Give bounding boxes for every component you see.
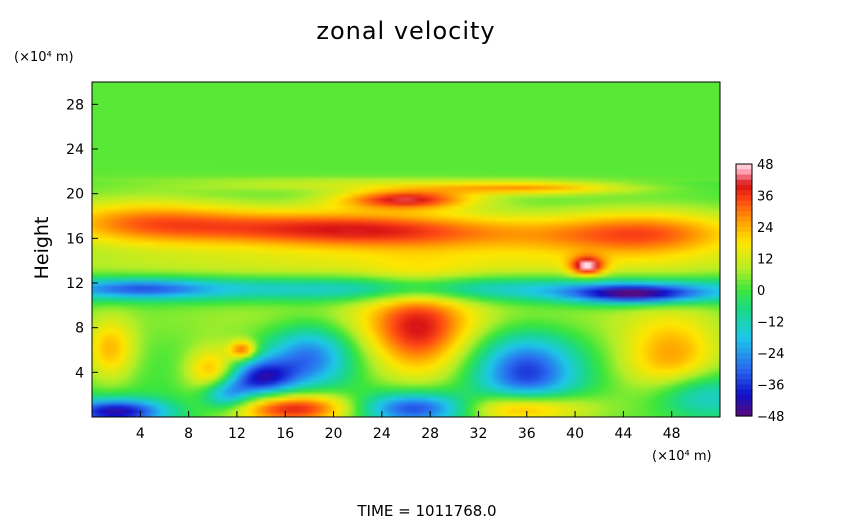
colorbar-segment — [736, 284, 752, 291]
x-tick-label: 16 — [276, 426, 294, 442]
y-axis-label: Height — [31, 217, 53, 280]
heatmap-field — [92, 82, 720, 417]
colorbar-segment — [736, 379, 752, 386]
colorbar-segment — [736, 405, 752, 412]
colorbar-segment — [736, 300, 752, 307]
colorbar-tick-label: 24 — [757, 221, 774, 236]
colorbar-segment — [736, 211, 752, 218]
colorbar-segment — [736, 384, 752, 391]
colorbar-tick-label: −48 — [757, 410, 784, 425]
y-tick-label: 28 — [66, 97, 84, 113]
x-axis: 4 8 12 16 20 24 28 32 36 40 44 48 — [136, 411, 681, 442]
x-tick-label: 8 — [184, 426, 193, 442]
colorbar-segment — [736, 326, 752, 333]
y-axis: 4 8 12 16 20 24 28 — [66, 97, 98, 381]
colorbar-segment — [736, 279, 752, 286]
colorbar-segment — [736, 216, 752, 223]
colorbar-segment — [736, 258, 752, 265]
colorbar-segment — [736, 185, 752, 191]
colorbar: 48 36 24 12 0 −12 −24 −36 −48 — [735, 158, 784, 425]
colorbar-segment — [736, 316, 752, 323]
colorbar-segment — [736, 363, 752, 370]
colorbar-segment — [736, 410, 752, 417]
x-tick-label: 12 — [228, 426, 246, 442]
colorbar-segment — [736, 179, 752, 186]
x-tick-label: 44 — [614, 426, 632, 442]
heatmap-image — [92, 82, 720, 417]
colorbar-tick-label: 48 — [757, 158, 774, 173]
colorbar-segment — [736, 295, 752, 302]
colorbar-segment — [736, 305, 752, 312]
colorbar-segment — [736, 347, 752, 354]
colorbar-tick-label: 0 — [757, 284, 765, 299]
colorbar-segment — [736, 368, 752, 375]
y-tick-label: 4 — [75, 365, 84, 381]
colorbar-segment — [736, 174, 752, 181]
y-tick-label: 12 — [66, 276, 84, 292]
chart-title: zonal velocity — [316, 17, 495, 45]
colorbar-segment — [736, 332, 752, 338]
colorbar-tick-label: −12 — [757, 316, 784, 331]
colorbar-tick-label: 12 — [757, 253, 774, 268]
y-tick-label: 24 — [66, 142, 84, 158]
colorbar-segment — [736, 374, 752, 380]
x-tick-label: 4 — [136, 426, 145, 442]
x-unit-label: (×10⁴ m) — [652, 449, 712, 464]
y-tick-label: 16 — [66, 231, 84, 247]
x-tick-label: 36 — [518, 426, 536, 442]
colorbar-segment — [736, 337, 752, 344]
colorbar-segment — [736, 232, 752, 239]
colorbar-segment — [736, 269, 752, 275]
x-tick-label: 40 — [566, 426, 584, 442]
colorbar-segment — [736, 242, 752, 249]
y-tick-label: 8 — [75, 321, 84, 337]
colorbar-segment — [736, 311, 752, 317]
x-tick-label: 24 — [373, 426, 391, 442]
colorbar-segment — [736, 253, 752, 260]
x-tick-label: 32 — [470, 426, 488, 442]
colorbar-segment — [736, 290, 752, 296]
colorbar-tick-label: −36 — [757, 379, 784, 394]
colorbar-frame — [735, 163, 753, 417]
colorbar-segment — [736, 263, 752, 270]
colorbar-segment — [736, 321, 752, 328]
x-tick-label: 48 — [663, 426, 681, 442]
colorbar-segment — [736, 237, 752, 244]
x-tick-label: 28 — [421, 426, 439, 442]
colorbar-segment — [736, 221, 752, 228]
colorbar-segment — [736, 358, 752, 365]
colorbar-segment — [736, 400, 752, 407]
colorbar-segment — [736, 353, 752, 359]
colorbar-tick-label: 36 — [757, 190, 774, 205]
colorbar-segment — [736, 395, 752, 401]
colorbar-segment — [736, 164, 752, 170]
colorbar-segment — [736, 206, 752, 212]
colorbar-segment — [736, 200, 752, 207]
colorbar-segment — [736, 169, 752, 176]
colorbar-segment — [736, 248, 752, 254]
colorbar-segment — [736, 195, 752, 202]
x-tick-label: 20 — [325, 426, 343, 442]
plot-frame — [91, 81, 721, 418]
colorbar-segment — [736, 389, 752, 396]
y-unit-label: (×10⁴ m) — [14, 50, 74, 65]
colorbar-segment — [736, 190, 752, 197]
time-label: TIME = 1011768.0 — [356, 502, 496, 519]
colorbar-segment — [736, 274, 752, 281]
colorbar-tick-label: −24 — [757, 347, 784, 362]
colorbar-segment — [736, 342, 752, 349]
colorbar-segment — [736, 227, 752, 233]
y-tick-label: 20 — [66, 187, 84, 203]
